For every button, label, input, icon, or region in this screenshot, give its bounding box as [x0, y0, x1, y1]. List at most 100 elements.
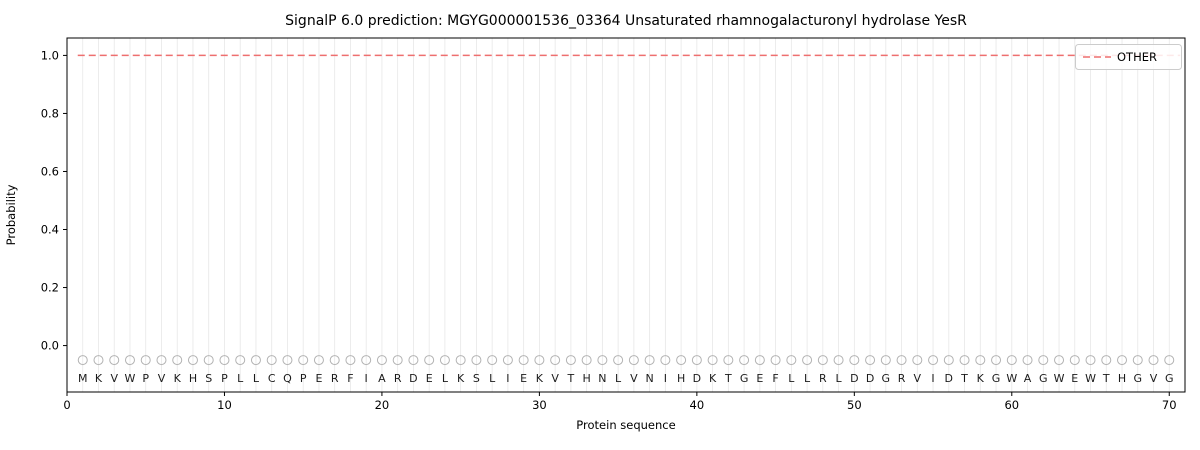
residue-marker	[628, 355, 639, 366]
residue-marker	[786, 355, 797, 366]
y-tick-label: 1.0	[41, 48, 59, 62]
residue-marker	[361, 355, 372, 366]
residue-letter: K	[536, 372, 544, 385]
residue-marker	[203, 355, 214, 366]
residue-marker	[109, 355, 120, 366]
residue-letter: E	[315, 372, 322, 385]
residue-marker	[502, 355, 513, 366]
x-tick-label: 20	[375, 398, 390, 412]
residue-marker	[313, 355, 324, 366]
residue-marker	[880, 355, 891, 366]
residue-letter: V	[551, 372, 559, 385]
residue-letter: D	[945, 372, 953, 385]
residue-marker	[613, 355, 624, 366]
residue-marker	[534, 355, 545, 366]
y-tick-label: 0.6	[41, 164, 59, 178]
residue-marker	[1022, 355, 1033, 366]
residue-marker	[959, 355, 970, 366]
axes-frame	[66, 37, 1186, 393]
residue-letter: L	[788, 372, 795, 385]
residue-letter: E	[1071, 372, 1078, 385]
residue-marker	[376, 355, 387, 366]
residue-marker	[298, 355, 309, 366]
residue-marker	[739, 355, 750, 366]
residue-marker	[660, 355, 671, 366]
residue-letter: P	[221, 372, 228, 385]
residue-marker	[1006, 355, 1017, 366]
residue-letter: L	[237, 372, 244, 385]
residue-marker	[802, 355, 813, 366]
residue-letter: K	[95, 372, 103, 385]
residue-marker	[1101, 355, 1112, 366]
residue-letter: D	[693, 372, 701, 385]
residue-marker	[392, 355, 403, 366]
y-tick-label: 0.0	[41, 339, 59, 353]
residue-letter: S	[205, 372, 212, 385]
residue-marker	[266, 355, 277, 366]
residue-letter: G	[1133, 372, 1142, 385]
x-tick-label: 60	[1004, 398, 1019, 412]
residue-marker	[833, 355, 844, 366]
residue-marker	[817, 355, 828, 366]
legend-box	[1075, 44, 1182, 70]
residue-letter: R	[394, 372, 402, 385]
residue-marker	[1069, 355, 1080, 366]
residue-marker	[140, 355, 151, 366]
residue-marker	[565, 355, 576, 366]
residue-marker	[1117, 355, 1128, 366]
residue-marker	[250, 355, 261, 366]
residue-letter: G	[1039, 372, 1048, 385]
residue-marker	[849, 355, 860, 366]
residue-marker	[676, 355, 687, 366]
x-tick-label: 30	[532, 398, 547, 412]
residue-marker	[581, 355, 592, 366]
residue-letter: E	[426, 372, 433, 385]
residue-letter: G	[740, 372, 749, 385]
residue-marker	[219, 355, 230, 366]
residue-letter: L	[489, 372, 496, 385]
legend-other-label: OTHER	[1117, 50, 1157, 64]
residue-marker	[975, 355, 986, 366]
residue-letter: W	[1085, 372, 1096, 385]
x-tick-label: 10	[217, 398, 232, 412]
residue-marker	[345, 355, 356, 366]
residue-marker	[896, 355, 907, 366]
residue-marker	[424, 355, 435, 366]
residue-letter: A	[378, 372, 386, 385]
residue-letter: T	[1102, 372, 1110, 385]
residue-marker	[439, 355, 450, 366]
residue-letter: V	[914, 372, 922, 385]
residue-letter: V	[1150, 372, 1158, 385]
residue-marker	[235, 355, 246, 366]
residue-marker	[928, 355, 939, 366]
chart-title: SignalP 6.0 prediction: MGYG000001536_03…	[285, 13, 967, 29]
residue-marker	[1148, 355, 1159, 366]
residue-marker	[865, 355, 876, 366]
residue-letter: R	[331, 372, 339, 385]
residue-letter: P	[300, 372, 307, 385]
residue-letter: I	[506, 372, 509, 385]
residue-letter: N	[646, 372, 654, 385]
residue-letter: D	[866, 372, 874, 385]
residue-letter: M	[78, 372, 88, 385]
residue-letter: V	[630, 372, 638, 385]
y-tick-label: 0.2	[41, 281, 59, 295]
residue-letter: K	[174, 372, 182, 385]
residue-marker	[1132, 355, 1143, 366]
residue-letter: L	[615, 372, 622, 385]
residue-letter: W	[125, 372, 136, 385]
residue-marker	[550, 355, 561, 366]
residue-letter: W	[1054, 372, 1065, 385]
residue-letter: R	[898, 372, 906, 385]
residue-marker	[329, 355, 340, 366]
legend: OTHER	[1075, 44, 1182, 70]
residue-marker	[707, 355, 718, 366]
residue-letter: S	[473, 372, 480, 385]
residue-letter: F	[347, 372, 353, 385]
residue-letter: P	[142, 372, 149, 385]
residue-marker	[770, 355, 781, 366]
residue-letter: L	[442, 372, 449, 385]
residue-letter: L	[253, 372, 260, 385]
